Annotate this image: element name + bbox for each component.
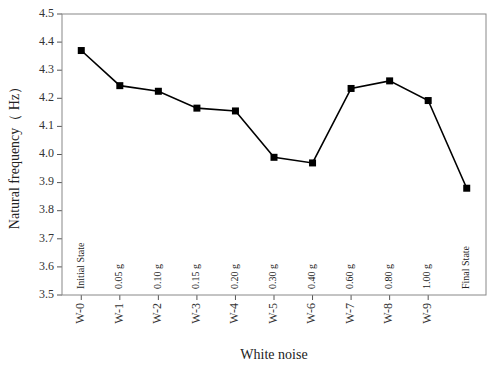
annotation: 0.05 g [113,264,124,289]
x-tick [389,295,390,300]
y-tick [57,70,62,71]
y-tick [57,210,62,211]
y-tick-label: 3.8 [39,202,54,216]
y-tick [57,14,62,15]
marker [309,159,316,166]
x-tick [196,295,197,300]
x-tick-label: W-5 [266,303,280,324]
annotation: 0.60 g [344,264,355,289]
marker [232,107,239,114]
y-tick-label: 4.1 [39,118,54,132]
marker [348,85,355,92]
annotation: 0.80 g [383,264,394,289]
marker [463,185,470,192]
x-tick [158,295,159,300]
y-tick-label: 3.5 [39,287,54,301]
series [78,47,470,192]
x-tick-label: W-0 [73,303,87,324]
marker [271,154,278,161]
y-axis-label: Natural frequency（ Hz） [7,80,22,229]
y-tick [57,182,62,183]
x-tick [312,295,313,300]
annotation: 0.15 g [190,264,201,289]
x-tick [351,295,352,300]
annotation: 0.30 g [267,264,278,289]
x-tick-label: W-6 [304,303,318,324]
annotation: 0.40 g [306,264,317,289]
annotation: 0.20 g [229,264,240,289]
y-tick-label: 3.7 [39,231,54,245]
x-tick [274,295,275,300]
x-axis: W-0 W-1 W-2 W-3 W-4 W-5 W-6 W-7 W-8 W-9 [73,295,434,324]
y-tick-label: 3.6 [39,259,54,273]
y-tick-label: 4.4 [39,34,54,48]
line [81,51,466,189]
annotation: 1.00 g [421,264,432,289]
marker [425,97,432,104]
x-tick-label: W-2 [150,303,164,324]
y-tick [57,98,62,99]
x-tick-label: W-3 [189,303,203,324]
y-tick-label: 4.5 [39,6,54,20]
y-tick-label: 4.2 [39,90,54,104]
y-tick-label: 4.3 [39,62,54,76]
x-tick [235,295,236,300]
x-tick [81,295,82,300]
chart: 3.53.63.73.83.94.04.14.24.34.44.5W-0W-1W… [0,0,500,367]
x-tick-label: W-9 [420,303,434,324]
y-tick-label: 4.0 [39,146,54,160]
y-tick [57,266,62,267]
y-tick [57,295,62,296]
x-tick-label: W-8 [381,303,395,324]
annotations: Initial State 0.05 g 0.10 g 0.15 g 0.20 g 0.3… [75,242,471,289]
marker [193,105,200,112]
y-tick [57,42,62,43]
x-tick-label: W-1 [112,303,126,324]
annotation: Initial State [75,242,86,289]
marker [78,47,85,54]
annotation: 0.10 g [152,264,163,289]
y-axis: 3.5 3.6 3.7 3.8 3.9 4.0 4.1 4.2 4.3 4.4 4.5 [39,6,62,301]
x-tick-label: W-4 [227,303,241,324]
y-tick [57,238,62,239]
x-axis-label: White noise [240,347,307,362]
x-tick-label: W-7 [343,303,357,324]
x-tick [119,295,120,300]
marker [386,77,393,84]
y-tick [57,154,62,155]
y-tick-label: 3.9 [39,174,54,188]
marker [116,82,123,89]
marker [155,88,162,95]
x-tick [428,295,429,300]
annotation: Final State [460,245,471,289]
y-tick [57,126,62,127]
plot-frame [62,14,486,295]
